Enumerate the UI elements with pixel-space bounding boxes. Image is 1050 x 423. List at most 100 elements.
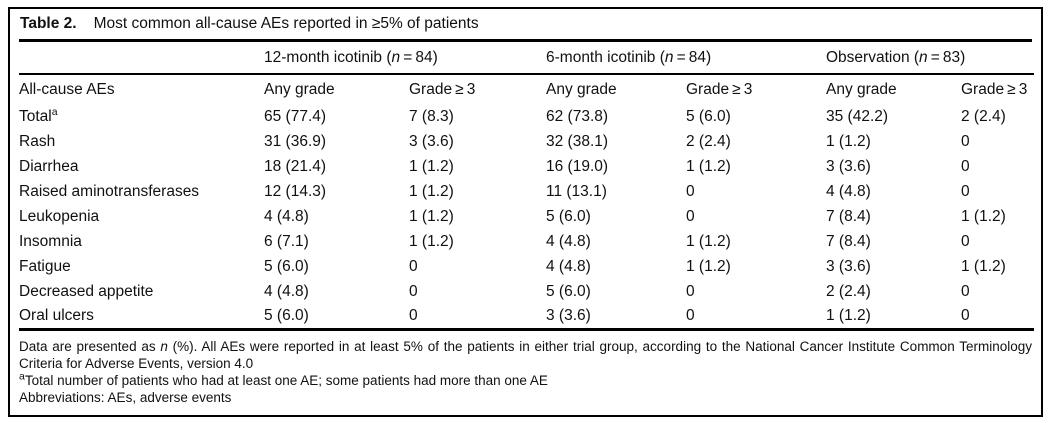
value-cell: 5 (6.0)	[546, 207, 591, 225]
table-body: Totala 65 (77.4) 7 (8.3) 62 (73.8) 5 (6.0) 35…	[19, 104, 1034, 331]
n-italic: n	[391, 48, 401, 66]
column-header: Grade ≥ 3	[686, 80, 753, 98]
value-cell: 0	[409, 304, 546, 331]
value-cell: 1 (1.2)	[826, 304, 961, 331]
footnote-data-presentation: Data are presented as n (%). All AEs wer…	[19, 338, 1032, 371]
table-row: Diarrhea 18 (21.4) 1 (1.2) 16 (19.0) 1 (1.2)…	[19, 154, 1034, 179]
column-header: Grade ≥ 3	[409, 80, 476, 98]
group-header-empty	[19, 42, 264, 75]
superscript-a: a	[51, 105, 58, 118]
value-cell: 0	[961, 132, 970, 150]
value-cell: 1 (1.2)	[961, 207, 1006, 225]
value-cell: 7 (8.4)	[826, 207, 871, 225]
value-cell: 0	[686, 207, 695, 225]
value-cell: 7 (8.3)	[409, 107, 454, 125]
group-header-6-month: 6-month icotinib (n = 84)	[546, 42, 826, 75]
table-row: Fatigue 5 (6.0) 0 4 (4.8) 1 (1.2) 3 (3.6) 1 (1…	[19, 254, 1034, 279]
value-cell: 3 (3.6)	[826, 257, 871, 275]
n-italic: n	[919, 48, 928, 66]
value-cell: 32 (38.1)	[546, 132, 609, 150]
value-cell: 1 (1.2)	[686, 232, 731, 250]
table-row: Totala 65 (77.4) 7 (8.3) 62 (73.8) 5 (6.0) 35…	[19, 104, 1034, 129]
value-cell: 1 (1.2)	[686, 157, 731, 175]
table-footnotes: Data are presented as n (%). All AEs wer…	[19, 331, 1032, 406]
row-label: Fatigue	[19, 257, 71, 275]
value-cell: 4 (4.8)	[826, 182, 871, 200]
footnote-total-definition: aTotal number of patients who had at lea…	[19, 370, 548, 388]
row-label: Raised aminotransferases	[19, 182, 200, 200]
value-cell: 0	[961, 304, 1034, 331]
value-cell: 0	[409, 282, 418, 300]
row-label: Insomnia	[19, 232, 82, 250]
value-cell: 4 (4.8)	[264, 282, 309, 300]
value-cell: 31 (36.9)	[264, 132, 327, 150]
column-header: Any grade	[826, 80, 897, 98]
row-label: Rash	[19, 132, 56, 150]
n-italic: n	[160, 338, 168, 354]
value-cell: 3 (3.6)	[826, 157, 871, 175]
column-header: Any grade	[264, 80, 335, 98]
value-cell: 5 (6.0)	[264, 304, 409, 331]
value-cell: 12 (14.3)	[264, 182, 327, 200]
value-cell: 5 (6.0)	[264, 257, 309, 275]
group-header-12-month: 12-month icotinib (n = 84)	[264, 42, 546, 75]
value-cell: 18 (21.4)	[264, 157, 327, 175]
value-cell: 1 (1.2)	[409, 157, 454, 175]
adverse-events-table: 12-month icotinib (n = 84) 6-month icoti…	[19, 42, 1034, 331]
value-cell: 2 (2.4)	[961, 107, 1006, 125]
value-cell: 1 (1.2)	[409, 207, 454, 225]
footnote-abbreviations: Abbreviations: AEs, adverse events	[19, 389, 232, 405]
value-cell: 65 (77.4)	[264, 107, 327, 125]
value-cell: 4 (4.8)	[264, 207, 309, 225]
value-cell: 0	[961, 232, 970, 250]
value-cell: 0	[961, 282, 970, 300]
value-cell: 16 (19.0)	[546, 157, 609, 175]
value-cell: 0	[961, 157, 970, 175]
value-cell: 6 (7.1)	[264, 232, 309, 250]
table-row: Insomnia 6 (7.1) 1 (1.2) 4 (4.8) 1 (1.2) 7 (8…	[19, 229, 1034, 254]
table-row: Oral ulcers 5 (6.0) 0 3 (3.6) 0 1 (1.2) 0	[19, 304, 1034, 331]
row-label: Oral ulcers	[19, 304, 264, 331]
column-header: Grade ≥ 3	[961, 80, 1028, 98]
column-header-row: All-cause AEs Any grade Grade ≥ 3 Any gr…	[19, 74, 1034, 104]
row-label: Diarrhea	[19, 157, 79, 175]
value-cell: 4 (4.8)	[546, 257, 591, 275]
value-cell: 0	[961, 182, 970, 200]
table-frame: Table 2. Most common all-cause AEs repor…	[8, 7, 1043, 417]
n-italic: n	[664, 48, 674, 66]
table-row: Decreased appetite 4 (4.8) 0 5 (6.0) 0 2 (2.4…	[19, 279, 1034, 304]
value-cell: 0	[686, 182, 695, 200]
table-title: Most common all-cause AEs reported in ≥5…	[93, 15, 479, 32]
group-header-row: 12-month icotinib (n = 84) 6-month icoti…	[19, 42, 1034, 75]
column-header-stub: All-cause AEs	[19, 80, 115, 98]
value-cell: 62 (73.8)	[546, 107, 609, 125]
value-cell: 3 (3.6)	[409, 132, 454, 150]
value-cell: 1 (1.2)	[961, 257, 1006, 275]
value-cell: 5 (6.0)	[686, 107, 731, 125]
group-header-observation: Observation (n = 83)	[826, 42, 1034, 75]
row-label: Leukopenia	[19, 207, 100, 225]
value-cell: 5 (6.0)	[546, 282, 591, 300]
value-cell: 2 (2.4)	[826, 282, 871, 300]
table-number: Table 2.	[20, 15, 77, 32]
table-caption: Table 2. Most common all-cause AEs repor…	[19, 9, 1032, 42]
column-header: Any grade	[546, 80, 617, 98]
table-row: Leukopenia 4 (4.8) 1 (1.2) 5 (6.0) 0 7 (8.4) 1…	[19, 204, 1034, 229]
value-cell: 11 (13.1)	[546, 182, 607, 200]
value-cell: 3 (3.6)	[546, 304, 686, 331]
value-cell: 7 (8.4)	[826, 232, 871, 250]
value-cell: 4 (4.8)	[546, 232, 591, 250]
value-cell: 0	[686, 304, 826, 331]
value-cell: 0	[409, 257, 418, 275]
value-cell: 1 (1.2)	[409, 182, 454, 200]
value-cell: 1 (1.2)	[686, 257, 731, 275]
table-row: Rash 31 (36.9) 3 (3.6) 32 (38.1) 2 (2.4) 1 (1…	[19, 129, 1034, 154]
value-cell: 0	[686, 282, 695, 300]
footnote-marker-a: a	[19, 370, 25, 382]
value-cell: 1 (1.2)	[826, 132, 871, 150]
value-cell: 1 (1.2)	[409, 232, 454, 250]
row-label: Decreased appetite	[19, 282, 154, 300]
value-cell: 35 (42.2)	[826, 107, 889, 125]
row-label: Totala	[19, 105, 58, 125]
table-row: Raised aminotransferases 12 (14.3) 1 (1.2)…	[19, 179, 1034, 204]
